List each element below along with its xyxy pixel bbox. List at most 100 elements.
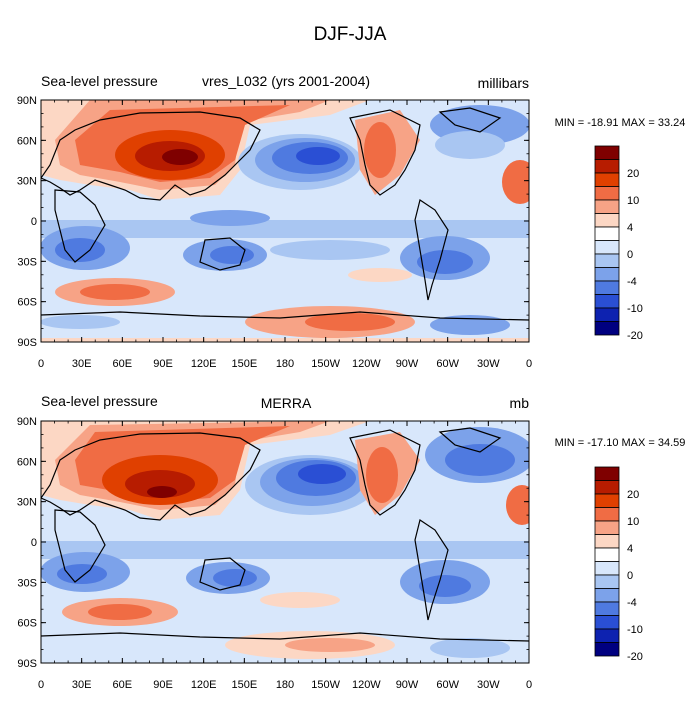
- x-tick-label: 0: [38, 358, 44, 370]
- panel-center-title: MERRA: [261, 395, 312, 411]
- sea-level-pressure-map: [41, 421, 529, 663]
- field-blob: [55, 238, 105, 262]
- colorbar-swatch: [594, 466, 620, 481]
- colorbar-swatch: [594, 199, 620, 214]
- colorbar-label: -4: [627, 276, 637, 288]
- x-tick-label: 120E: [191, 358, 217, 370]
- panel-units: millibars: [478, 75, 529, 91]
- y-tick-label: 0: [31, 537, 37, 549]
- field-blob: [260, 592, 340, 608]
- colorbar-label: 0: [627, 249, 633, 261]
- field-blob: [298, 464, 346, 484]
- y-tick-label: 30S: [17, 256, 37, 268]
- panel-left-title: Sea-level pressure: [41, 73, 158, 89]
- x-tick-label: 60W: [436, 679, 459, 691]
- x-tick-label: 60E: [113, 358, 133, 370]
- y-tick-label: 30N: [17, 497, 37, 509]
- colorbar-swatch: [594, 253, 620, 268]
- y-tick-label: 60N: [17, 456, 37, 468]
- colorbar-label: 20: [627, 489, 639, 501]
- colorbar-swatch: [594, 172, 620, 187]
- x-tick-label: 150E: [231, 358, 257, 370]
- field-blob: [213, 569, 257, 587]
- panel-center-title: vres_L032 (yrs 2001-2004): [202, 73, 370, 89]
- panel-units: mb: [510, 395, 530, 411]
- colorbar-label: 10: [627, 516, 639, 528]
- colorbar-swatch: [594, 321, 620, 336]
- x-tick-label: 150W: [311, 358, 340, 370]
- x-tick-label: 30W: [477, 358, 500, 370]
- field-blob: [430, 315, 510, 335]
- field-blob: [190, 210, 270, 226]
- map-axes: 0 30E 60E 90E 120E 150E 180 150W 120W 90W 60W 30W 09…: [17, 416, 532, 691]
- colorbar-label: -10: [627, 303, 643, 315]
- field-blob: [435, 131, 505, 159]
- coastlines: [41, 107, 529, 321]
- x-tick-label: 180: [276, 358, 294, 370]
- y-tick-label: 30S: [17, 577, 37, 589]
- field-blob: [364, 122, 396, 178]
- figure-title: DJF-JJA: [314, 24, 387, 45]
- colorbar-swatch: [594, 240, 620, 255]
- x-tick-label: 120E: [191, 679, 217, 691]
- colorbar-swatch: [594, 294, 620, 309]
- colorbar-label: -4: [627, 597, 637, 609]
- colorbar-swatch: [594, 145, 620, 160]
- y-tick-label: 90N: [17, 95, 37, 107]
- panel-min-max: MIN = -18.91 MAX = 33.24: [555, 117, 686, 129]
- field-blob: [57, 564, 107, 584]
- field-blob: [419, 575, 471, 597]
- x-tick-label: 150W: [311, 679, 340, 691]
- x-tick-label: 0: [526, 679, 532, 691]
- colorbar-label: -10: [627, 624, 643, 636]
- field-blob: [417, 250, 473, 274]
- x-tick-label: 90E: [153, 679, 173, 691]
- field-blob: [162, 149, 198, 165]
- y-tick-label: 30N: [17, 176, 37, 188]
- x-tick-label: 0: [526, 358, 532, 370]
- field-blob: [125, 470, 195, 498]
- colorbar-swatch: [594, 642, 620, 657]
- x-tick-label: 60W: [436, 358, 459, 370]
- colorbar-swatch: [594, 601, 620, 616]
- x-tick-label: 90W: [396, 358, 419, 370]
- colorbar-swatch: [594, 493, 620, 508]
- y-tick-label: 60N: [17, 135, 37, 147]
- panel-min-max: MIN = -17.10 MAX = 34.59: [555, 437, 686, 449]
- field-blob: [366, 447, 398, 503]
- x-tick-label: 30E: [72, 679, 92, 691]
- colorbar-label: 10: [627, 195, 639, 207]
- colorbar-swatch: [594, 615, 620, 630]
- sea-level-pressure-map: [41, 100, 529, 342]
- colorbar-swatch: [594, 226, 620, 241]
- colorbar-swatch: [594, 159, 620, 174]
- colorbar-swatch: [594, 520, 620, 535]
- colorbar-swatch: [594, 213, 620, 228]
- field-blob: [305, 313, 395, 331]
- x-tick-label: 90E: [153, 358, 173, 370]
- y-tick-label: 90N: [17, 416, 37, 428]
- y-tick-label: 60S: [17, 297, 37, 309]
- x-tick-label: 60E: [113, 679, 133, 691]
- colorbar: 20 10 4 0 -4 -10 -20: [594, 466, 643, 663]
- x-tick-label: 120W: [352, 679, 381, 691]
- colorbar-label: 4: [627, 543, 633, 555]
- colorbar-label: 0: [627, 570, 633, 582]
- colorbar-swatch: [594, 267, 620, 282]
- x-tick-label: 0: [38, 679, 44, 691]
- field-blob: [88, 604, 152, 620]
- y-tick-label: 90S: [17, 658, 37, 670]
- field-blob: [41, 541, 529, 559]
- colorbar: 20 10 4 0 -4 -10 -20: [594, 145, 643, 342]
- field-blob: [147, 486, 177, 498]
- colorbar-swatch: [594, 547, 620, 562]
- coastlines: [41, 427, 529, 642]
- panel-model: Sea-level pressure vres_L032 (yrs 2001-2…: [17, 73, 686, 370]
- colorbar-swatch: [594, 480, 620, 495]
- colorbar-label: 20: [627, 168, 639, 180]
- colorbar-swatch: [594, 507, 620, 522]
- colorbar-label: -20: [627, 651, 643, 663]
- x-tick-label: 120W: [352, 358, 381, 370]
